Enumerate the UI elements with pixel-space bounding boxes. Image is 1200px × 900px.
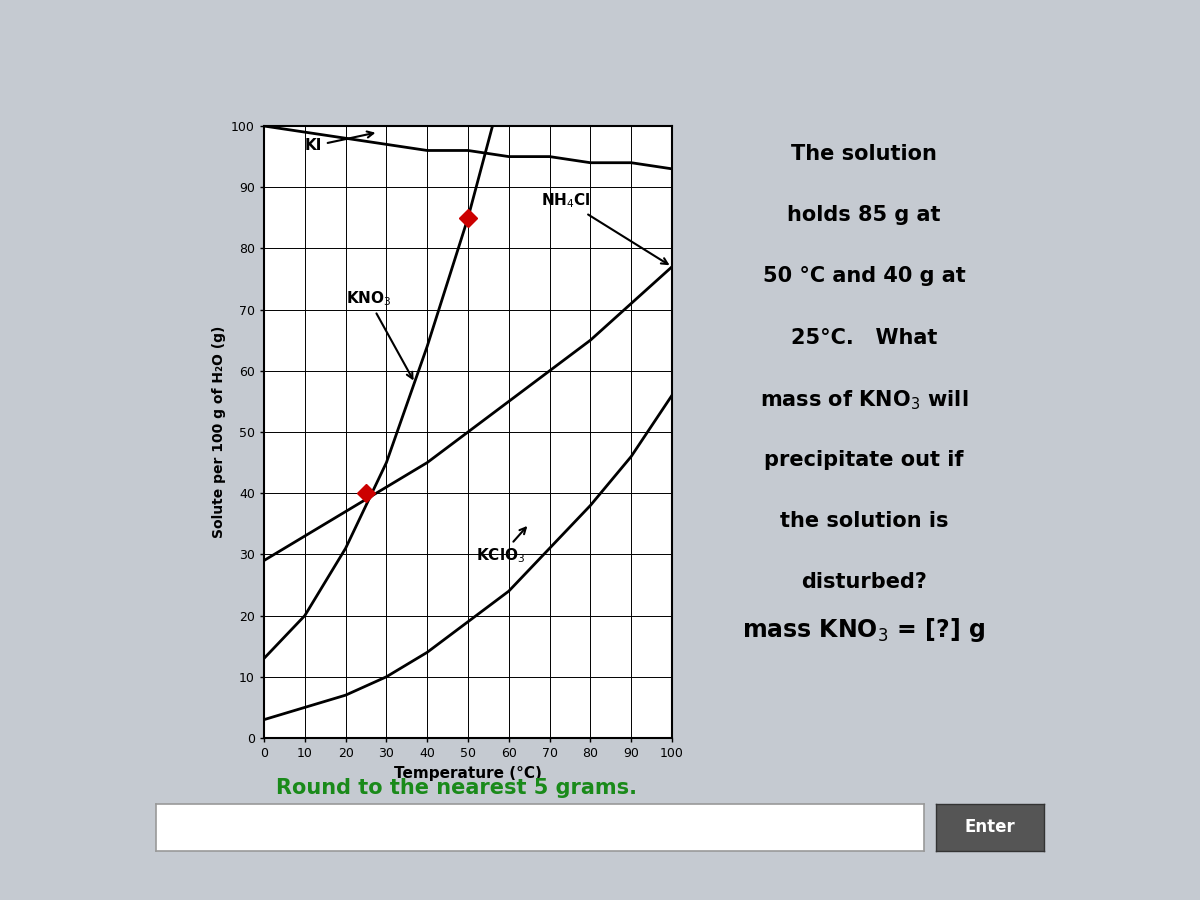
Text: The solution: The solution — [791, 144, 937, 164]
Text: the solution is: the solution is — [780, 511, 948, 531]
Text: Round to the nearest 5 grams.: Round to the nearest 5 grams. — [276, 778, 636, 797]
Text: disturbed?: disturbed? — [802, 572, 926, 592]
Y-axis label: Solute per 100 g of H₂O (g): Solute per 100 g of H₂O (g) — [211, 326, 226, 538]
Text: mass of KNO$_3$ will: mass of KNO$_3$ will — [760, 389, 968, 412]
Text: KI: KI — [305, 131, 373, 154]
X-axis label: Temperature (°C): Temperature (°C) — [394, 766, 542, 780]
Text: holds 85 g at: holds 85 g at — [787, 205, 941, 225]
Text: NH$_4$Cl: NH$_4$Cl — [541, 192, 667, 264]
Text: precipitate out if: precipitate out if — [764, 450, 964, 470]
Text: KNO$_3$: KNO$_3$ — [346, 290, 413, 379]
Text: mass KNO$_3$ = [?] g: mass KNO$_3$ = [?] g — [743, 616, 985, 644]
Text: KClO$_3$: KClO$_3$ — [476, 527, 526, 565]
Text: 50 °C and 40 g at: 50 °C and 40 g at — [763, 266, 965, 286]
Text: 25°C.   What: 25°C. What — [791, 328, 937, 347]
Text: Enter: Enter — [965, 818, 1015, 836]
